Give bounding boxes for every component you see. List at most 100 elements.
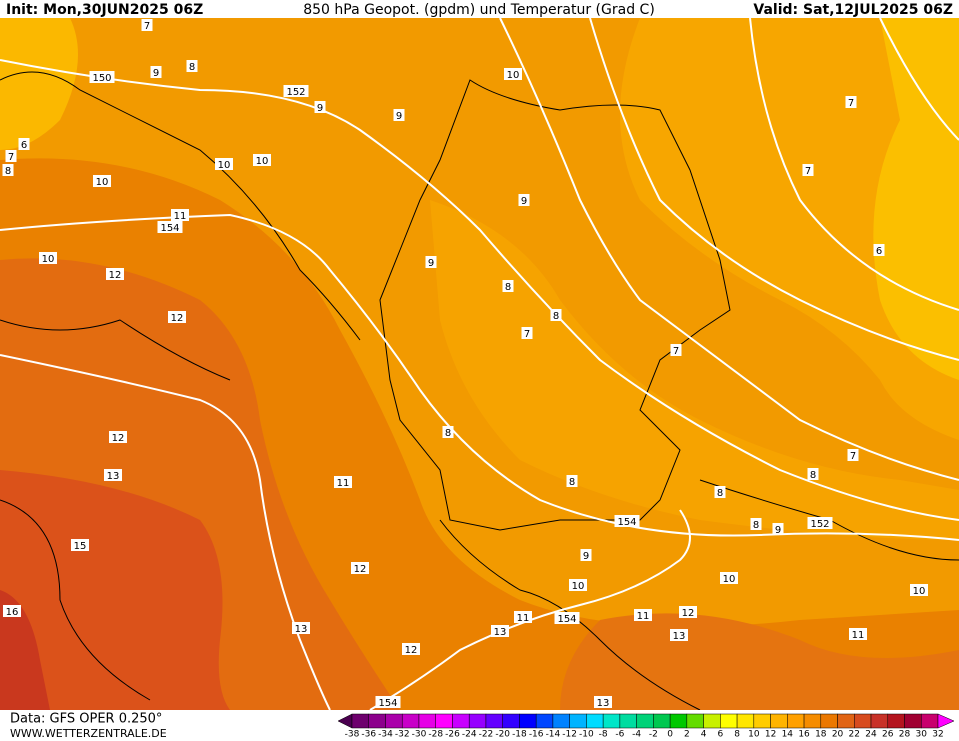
- label-box: [802, 164, 814, 176]
- colorbar-tick-label: -16: [529, 730, 544, 740]
- colorbar-cell: [602, 713, 621, 729]
- contour-label: 154: [617, 517, 636, 528]
- colorbar-cell: [770, 713, 788, 729]
- label-box: [518, 194, 530, 206]
- data-source: Data: GFS OPER 0.250°: [10, 712, 162, 727]
- colorbar-cell: [653, 713, 671, 729]
- contour-label: 10: [96, 177, 109, 188]
- colorbar-cell: [485, 713, 503, 729]
- contour-label: 11: [852, 630, 865, 641]
- colorbar-cell: [435, 713, 453, 729]
- colorbar-tick-label: 12: [765, 730, 776, 740]
- label-box: [18, 138, 30, 150]
- contour-label: 152: [810, 519, 829, 530]
- contour-label: 6: [876, 246, 882, 257]
- label-box: [910, 584, 928, 596]
- colorbar-tick-label: -14: [546, 730, 561, 740]
- isohypse: [0, 59, 959, 521]
- label-box: [334, 476, 352, 488]
- contour-label: 7: [8, 152, 14, 163]
- isohypse: [0, 213, 959, 541]
- contour-label: 8: [505, 282, 511, 293]
- colorbar-tick-label: 4: [701, 730, 707, 740]
- label-box: [845, 96, 857, 108]
- temp-region: [0, 590, 50, 710]
- contour-label: 13: [597, 698, 610, 709]
- contour-label: 9: [583, 551, 589, 562]
- colorbar-cell: [552, 713, 570, 729]
- isohypse: [879, 17, 959, 141]
- label-box: [93, 175, 111, 187]
- contour-label: 10: [42, 254, 55, 265]
- contour-label: 12: [109, 270, 122, 281]
- contour-label: 9: [775, 525, 781, 536]
- label-box: [402, 643, 420, 655]
- label-box: [168, 311, 186, 323]
- colorbar-cell: [753, 713, 771, 729]
- site: WWW.WETTERZENTRALE.DE: [10, 727, 167, 740]
- colorbar-tick-label: -2: [649, 730, 658, 740]
- colorbar-tick-label: 28: [899, 730, 911, 740]
- colorbar-tick-label: 32: [932, 730, 943, 740]
- label-box: [141, 19, 153, 31]
- colorbar-tick-label: -28: [428, 730, 443, 740]
- colorbar-cell: [368, 713, 386, 729]
- contour-label: 11: [337, 478, 350, 489]
- contour-label: 13: [295, 624, 308, 635]
- contour-label: 6: [21, 140, 27, 151]
- contour-label: 7: [850, 451, 856, 462]
- colorbar-cell: [803, 713, 822, 729]
- colorbar-tick-label: 22: [849, 730, 860, 740]
- label-box: [171, 209, 189, 221]
- colorbar-tick-label: -20: [495, 730, 510, 740]
- colorbar-tick-label: -26: [445, 730, 460, 740]
- isohypse: [369, 509, 691, 711]
- label-box: [580, 549, 592, 561]
- contour-label: 7: [848, 98, 854, 109]
- label-box: [104, 469, 122, 481]
- temp-region: [873, 18, 959, 380]
- label-box: [714, 486, 726, 498]
- contour-label: 7: [673, 346, 679, 357]
- colorbar-cell: [401, 713, 420, 729]
- contour-label: 13: [673, 631, 686, 642]
- colorbar-tick-label: 8: [734, 730, 740, 740]
- init-time: Init: Mon,30JUN2025 06Z: [6, 2, 203, 18]
- colorbar-tick-label: -18: [512, 730, 527, 740]
- colorbar-tick-label: -12: [562, 730, 577, 740]
- label-box: [491, 625, 509, 637]
- label-box: [5, 150, 17, 162]
- contour-label: 9: [521, 196, 527, 207]
- contour-label: 9: [153, 68, 159, 79]
- colorbar-cell: [418, 713, 436, 729]
- colorbar-tick-label: -4: [632, 730, 641, 740]
- label-box: [566, 475, 578, 487]
- map-title: 850 hPa Geopot. (gpdm) und Temperatur (G…: [303, 2, 655, 18]
- contour-label: 7: [805, 166, 811, 177]
- contour-label: 13: [494, 627, 507, 638]
- colorbar-tick-label: -38: [345, 730, 360, 740]
- label-box: [71, 539, 89, 551]
- colorbar-tick-label: -10: [579, 730, 594, 740]
- border: [379, 79, 731, 531]
- label-box: [89, 71, 115, 83]
- contour-label: 10: [256, 156, 269, 167]
- contour-label: 12: [354, 564, 367, 575]
- label-box: [425, 256, 437, 268]
- contour-label: 8: [189, 62, 195, 73]
- header-bg: [0, 0, 959, 18]
- contour-label: 12: [682, 608, 695, 619]
- isohypse: [589, 17, 959, 361]
- contour-label: 154: [378, 698, 397, 709]
- label-box: [521, 327, 533, 339]
- isohypse: [499, 17, 959, 481]
- colorbar-cell: [619, 713, 637, 729]
- colorbar-cell: [385, 713, 403, 729]
- colorbar-cell: [720, 713, 738, 729]
- label-box: [514, 611, 532, 623]
- label-box: [2, 164, 14, 176]
- colorbar-tick-label: 0: [667, 730, 673, 740]
- coast: [0, 71, 361, 341]
- contour-label: 11: [517, 613, 530, 624]
- label-box: [670, 629, 688, 641]
